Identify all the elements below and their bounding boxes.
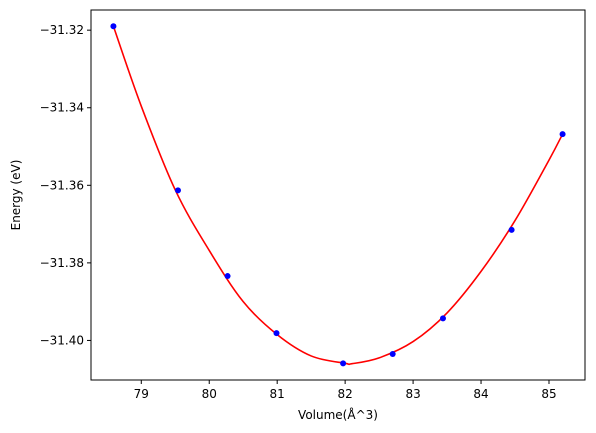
plot-frame [90,9,586,381]
data-point [340,360,347,367]
plot-background [91,10,585,380]
y-tick-label: −31.34 [40,101,84,115]
x-tick-label: 83 [405,387,420,401]
data-point [273,330,280,337]
data-points [110,23,566,367]
y-axis-label: Energy (eV) [9,160,23,231]
data-point [224,273,231,280]
x-axis-label: Volume(Å^3) [298,407,378,422]
y-tick-label: −31.36 [40,178,84,192]
x-tick-label: 82 [337,387,352,401]
data-point [508,226,515,233]
data-point [174,187,181,194]
x-tick-label: 84 [473,387,488,401]
y-tick-label: −31.32 [40,23,84,37]
data-point [439,315,446,322]
fit-curve-line [112,26,564,366]
x-axis-ticks: 79 80 81 82 83 84 85 [134,380,557,401]
data-point [110,23,117,30]
y-tick-label: −31.40 [40,333,84,347]
x-tick-label: 85 [541,387,556,401]
x-tick-label: 80 [202,387,217,401]
data-point [389,351,396,358]
data-point [559,131,566,138]
x-tick-label: 81 [270,387,285,401]
x-tick-label: 79 [134,387,149,401]
y-tick-label: −31.38 [40,256,84,270]
y-axis-ticks: −31.32 −31.34 −31.36 −31.38 −31.40 [40,23,91,347]
